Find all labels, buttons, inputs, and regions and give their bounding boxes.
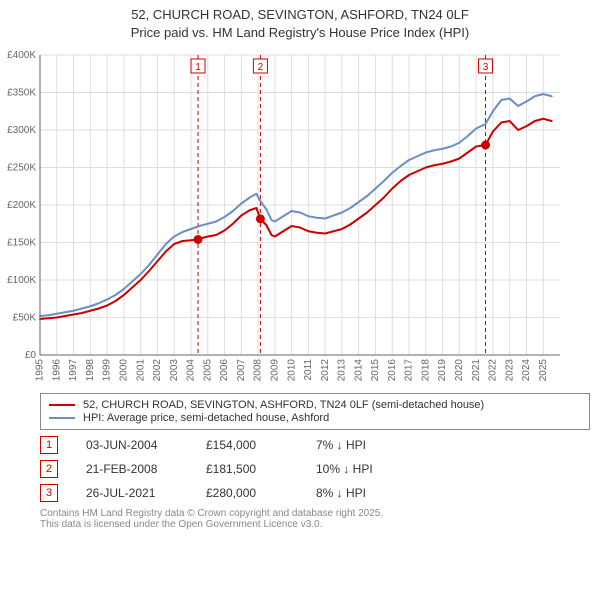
svg-text:2014: 2014 [353, 359, 364, 382]
svg-text:1996: 1996 [51, 359, 62, 382]
line-chart-svg: £0£50K£100K£150K£200K£250K£300K£350K£400… [0, 47, 560, 387]
marker-date: 21-FEB-2008 [86, 462, 206, 476]
svg-text:£150K: £150K [7, 238, 36, 249]
marker-price: £154,000 [206, 438, 316, 452]
legend-label: 52, CHURCH ROAD, SEVINGTON, ASHFORD, TN2… [83, 399, 484, 411]
svg-text:2000: 2000 [119, 359, 130, 382]
svg-text:2020: 2020 [454, 359, 465, 382]
marker-hpi-delta: 8% ↓ HPI [316, 486, 366, 500]
svg-text:2024: 2024 [521, 359, 532, 382]
svg-text:2016: 2016 [387, 359, 398, 382]
marker-price: £181,500 [206, 462, 316, 476]
marker-badge: 3 [40, 484, 58, 502]
svg-text:1997: 1997 [68, 359, 79, 382]
svg-text:£400K: £400K [7, 50, 36, 61]
svg-text:2007: 2007 [236, 359, 247, 382]
svg-text:2019: 2019 [437, 359, 448, 382]
attribution-footer: Contains HM Land Registry data © Crown c… [40, 508, 590, 530]
marker-price: £280,000 [206, 486, 316, 500]
svg-text:£200K: £200K [7, 200, 36, 211]
svg-text:2004: 2004 [186, 359, 197, 382]
svg-text:2009: 2009 [269, 359, 280, 382]
footer-line2: This data is licensed under the Open Gov… [40, 519, 590, 530]
marker-hpi-delta: 7% ↓ HPI [316, 438, 366, 452]
chart-area: £0£50K£100K£150K£200K£250K£300K£350K£400… [0, 47, 600, 387]
svg-text:3: 3 [483, 62, 489, 73]
chart-title: 52, CHURCH ROAD, SEVINGTON, ASHFORD, TN2… [0, 0, 600, 41]
svg-text:2025: 2025 [538, 359, 549, 382]
footer-line1: Contains HM Land Registry data © Crown c… [40, 508, 590, 519]
svg-text:2002: 2002 [152, 359, 163, 382]
svg-text:£300K: £300K [7, 125, 36, 136]
legend-row: HPI: Average price, semi-detached house,… [49, 412, 581, 424]
svg-text:2017: 2017 [404, 359, 415, 382]
svg-text:2011: 2011 [303, 359, 314, 381]
svg-text:2013: 2013 [337, 359, 348, 382]
svg-text:2: 2 [258, 62, 264, 73]
marker-date: 03-JUN-2004 [86, 438, 206, 452]
marker-row: 2 21-FEB-2008£181,50010% ↓ HPI [40, 460, 590, 478]
svg-text:2012: 2012 [320, 359, 331, 382]
legend-label: HPI: Average price, semi-detached house,… [83, 412, 329, 424]
svg-text:2022: 2022 [488, 359, 499, 382]
title-line1: 52, CHURCH ROAD, SEVINGTON, ASHFORD, TN2… [0, 6, 600, 24]
svg-text:£100K: £100K [7, 275, 36, 286]
svg-text:£250K: £250K [7, 163, 36, 174]
svg-text:2006: 2006 [219, 359, 230, 382]
svg-text:2003: 2003 [169, 359, 180, 382]
svg-text:1999: 1999 [102, 359, 113, 382]
legend-swatch [49, 417, 75, 419]
marker-row: 1 03-JUN-2004£154,0007% ↓ HPI [40, 436, 590, 454]
svg-text:2010: 2010 [286, 359, 297, 382]
marker-badge: 1 [40, 436, 58, 454]
svg-text:2023: 2023 [504, 359, 515, 382]
legend-box: 52, CHURCH ROAD, SEVINGTON, ASHFORD, TN2… [40, 393, 590, 430]
svg-text:£350K: £350K [7, 88, 36, 99]
svg-text:1998: 1998 [85, 359, 96, 382]
svg-text:2001: 2001 [135, 359, 146, 382]
svg-text:2015: 2015 [370, 359, 381, 382]
svg-text:2021: 2021 [471, 359, 482, 382]
marker-badge: 2 [40, 460, 58, 478]
svg-text:1995: 1995 [35, 359, 46, 382]
marker-date: 26-JUL-2021 [86, 486, 206, 500]
marker-hpi-delta: 10% ↓ HPI [316, 462, 373, 476]
marker-row: 3 26-JUL-2021£280,0008% ↓ HPI [40, 484, 590, 502]
svg-text:£50K: £50K [13, 313, 37, 324]
svg-text:2008: 2008 [253, 359, 264, 382]
svg-text:2018: 2018 [420, 359, 431, 382]
legend-swatch [49, 404, 75, 406]
legend-row: 52, CHURCH ROAD, SEVINGTON, ASHFORD, TN2… [49, 399, 581, 411]
svg-text:1: 1 [195, 62, 201, 73]
svg-text:2005: 2005 [202, 359, 213, 382]
marker-table: 1 03-JUN-2004£154,0007% ↓ HPI 2 21-FEB-2008… [40, 436, 590, 502]
title-line2: Price paid vs. HM Land Registry's House … [0, 24, 600, 42]
